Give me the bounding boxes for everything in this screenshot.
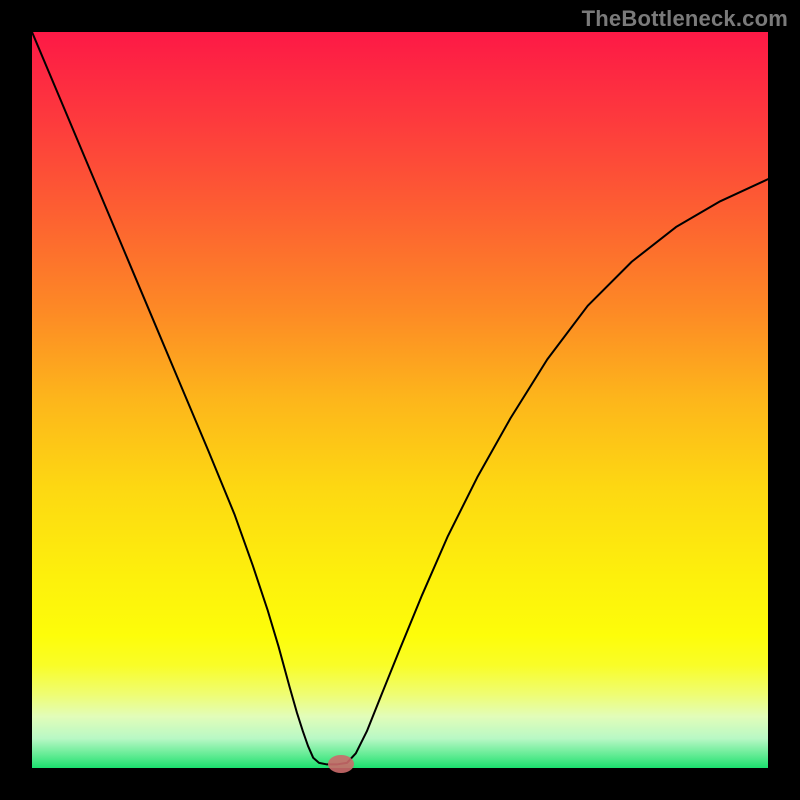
bottleneck-curve — [32, 32, 768, 768]
watermark-label: TheBottleneck.com — [582, 6, 788, 32]
plot-area — [32, 32, 768, 768]
optimum-marker — [328, 755, 354, 773]
figure-root: TheBottleneck.com — [0, 0, 800, 800]
